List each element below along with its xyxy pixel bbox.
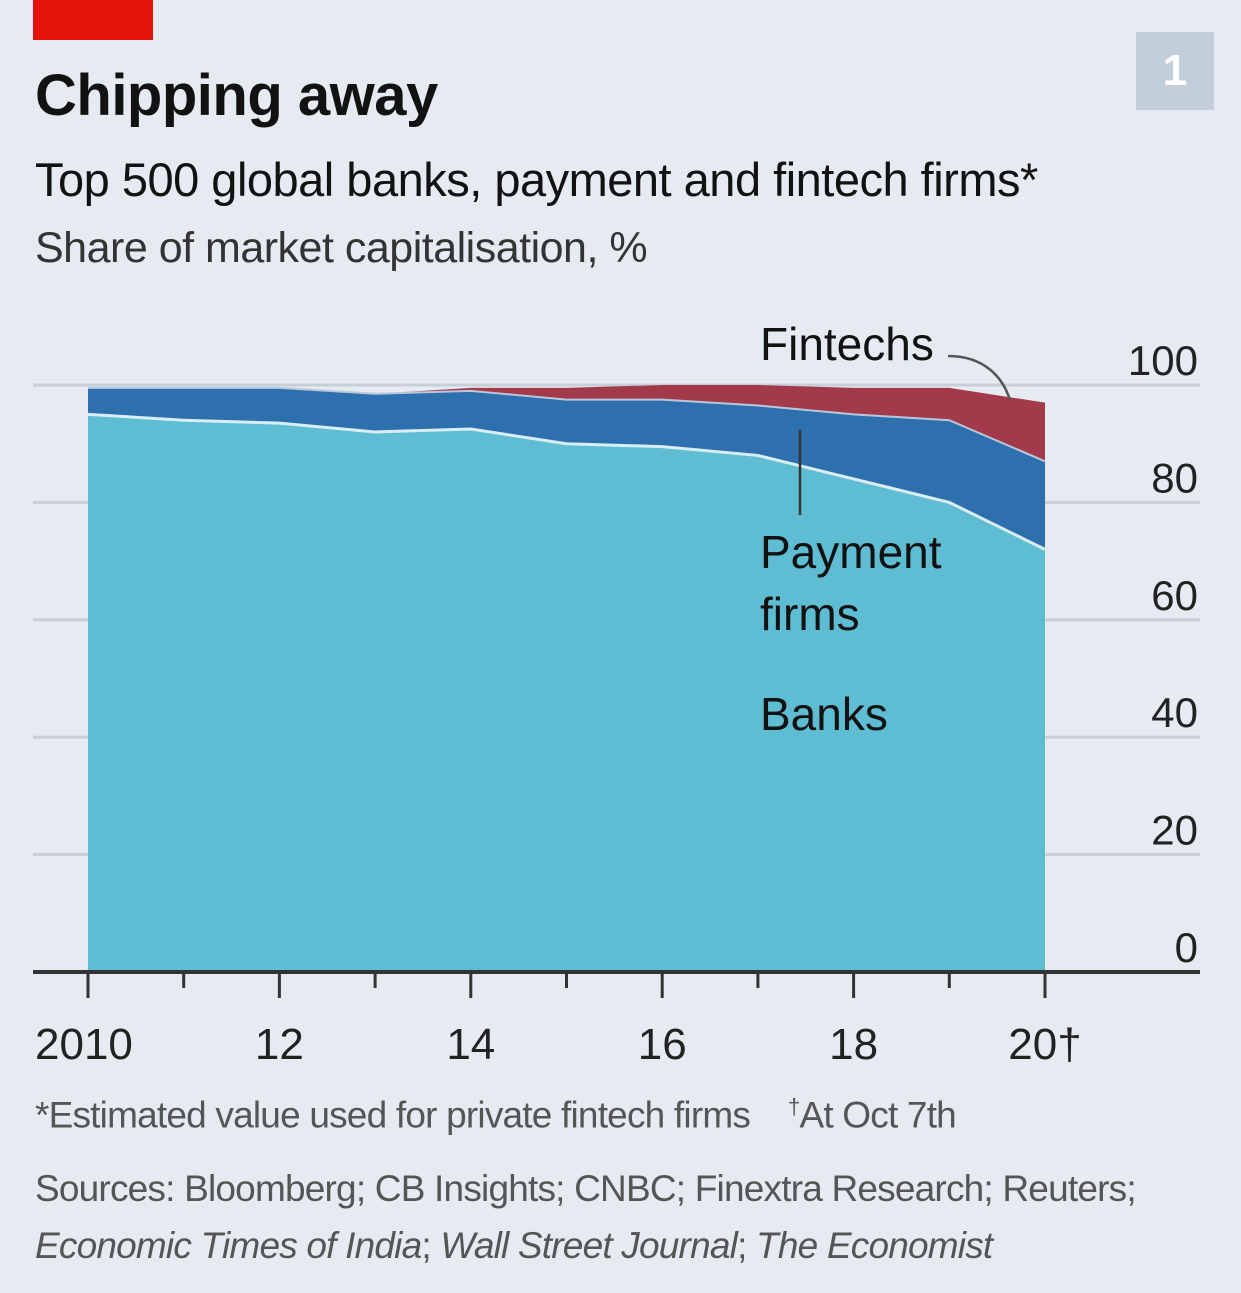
y-tick-label-0: 0 <box>1175 924 1198 971</box>
x-tick-label-2010: 2010 <box>35 1020 133 1069</box>
banks-boundary-line <box>87 412 1046 551</box>
source-sep-1: ; <box>421 1225 441 1266</box>
label-layer: Fintechs Payment firms Banks <box>760 318 1012 740</box>
source-sep-2: ; <box>737 1225 757 1266</box>
x-tick-label-2012: 12 <box>255 1020 304 1069</box>
fintechs-leader-line <box>947 354 1012 401</box>
x-tick-label-2020: 20† <box>1008 1020 1081 1069</box>
chart-subtitle: Top 500 global banks, payment and fintec… <box>35 153 1038 206</box>
source-wsj: Wall Street Journal <box>440 1225 738 1266</box>
area-layer <box>87 385 1046 973</box>
payment-boundary-line <box>88 386 1046 463</box>
x-tick-label-2018: 18 <box>829 1020 878 1069</box>
area-banks <box>88 414 1045 973</box>
footnote-date: At Oct 7th <box>799 1094 956 1136</box>
y-tick-label-100: 100 <box>1128 337 1198 384</box>
footnote-estimate: *Estimated value used for private fintec… <box>35 1094 751 1136</box>
chart-title: Chipping away <box>35 63 438 128</box>
source-eti: Economic Times of India <box>35 1225 422 1266</box>
area-fintechs <box>88 385 1045 462</box>
footnote: *Estimated value used for private fintec… <box>35 1094 957 1136</box>
stacked-area-chart: 0 20 40 60 80 100 2010 12 14 16 18 20† Fintechs Pay… <box>33 318 1200 1069</box>
y-tick-label-80: 80 <box>1151 454 1198 501</box>
label-payment-line1: Payment <box>760 526 942 578</box>
sources-line-2: Economic Times of India; Wall Street Jou… <box>35 1217 1136 1274</box>
y-tick-label-60: 60 <box>1151 572 1198 619</box>
x-tick-label-2014: 14 <box>446 1020 495 1069</box>
axis-layer: 2010 12 14 16 18 20† <box>33 970 1200 1069</box>
y-tick-label-20: 20 <box>1151 807 1198 854</box>
footnote-dagger: † <box>788 1094 800 1119</box>
sources: Sources: Bloomberg; CB Insights; CNBC; F… <box>35 1160 1137 1274</box>
chart-unit-label: Share of market capitalisation, % <box>35 224 648 272</box>
label-payment-line2: firms <box>760 588 860 640</box>
sources-line-1: Sources: Bloomberg; CB Insights; CNBC; F… <box>35 1168 1137 1209</box>
y-tick-label-40: 40 <box>1151 689 1198 736</box>
chart-number-badge: 1 <box>1136 32 1214 110</box>
brand-red-tab <box>33 0 153 40</box>
area-payment <box>88 387 1045 550</box>
label-banks: Banks <box>760 688 888 740</box>
label-fintechs: Fintechs <box>760 318 934 370</box>
x-tick-label-2016: 16 <box>638 1020 687 1069</box>
source-economist: The Economist <box>756 1225 993 1266</box>
